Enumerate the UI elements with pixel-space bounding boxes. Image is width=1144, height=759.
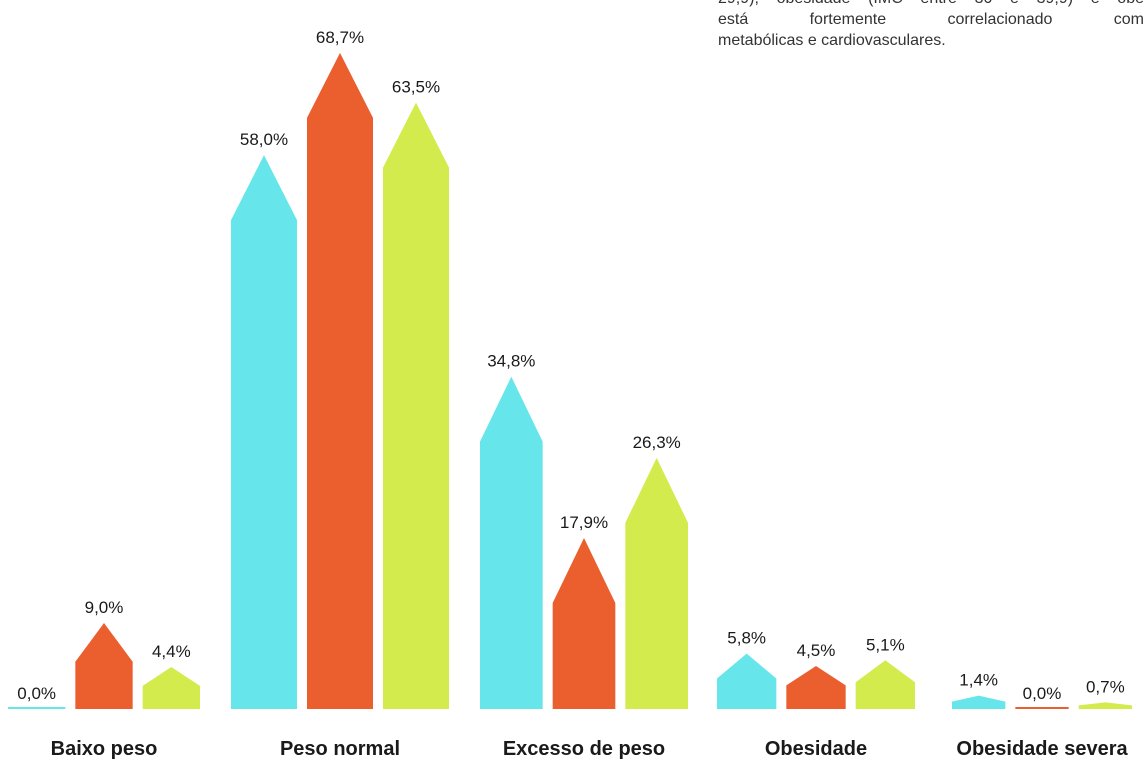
bar-group: 58,0% 68,7% 63,5% Peso normal	[231, 28, 449, 759]
explanatory-text-line: 29,9), obesidade (IMC entre 30 e 39,9) e…	[718, 0, 1144, 9]
bar	[625, 457, 688, 709]
bar	[231, 155, 297, 710]
data-label: 9,0%	[85, 598, 124, 617]
explanatory-text-line: está fortemente correlacionado com	[718, 11, 1144, 28]
bar	[383, 102, 449, 709]
data-label: 4,4%	[152, 642, 191, 661]
bar-group: 34,8% 17,9% 26,3% Excesso de peso	[480, 352, 688, 759]
data-label: 5,8%	[727, 629, 766, 648]
data-label: 17,9%	[560, 513, 608, 532]
bar	[786, 666, 846, 709]
category-label: Peso normal	[280, 738, 400, 759]
bar	[552, 538, 616, 709]
data-label: 0,0%	[1023, 684, 1062, 703]
data-label: 63,5%	[392, 78, 440, 97]
bar	[717, 653, 777, 709]
data-label: 58,0%	[240, 130, 288, 149]
data-label: 34,8%	[487, 352, 535, 371]
data-label: 0,7%	[1086, 677, 1125, 696]
bar	[855, 660, 915, 709]
bar-group: 0,0% 9,0% 4,4% Baixo peso	[8, 598, 200, 759]
category-label: Excesso de peso	[503, 738, 665, 759]
category-label: Obesidade severa	[956, 738, 1128, 759]
bar	[307, 52, 373, 710]
data-label: 5,1%	[866, 635, 905, 654]
bar	[75, 623, 133, 709]
data-label: 0,0%	[17, 684, 56, 703]
bar	[1078, 702, 1132, 709]
bar-group: 1,4% 0,0% 0,7% Obesidade severa	[952, 671, 1132, 759]
bar	[1015, 707, 1069, 709]
data-label: 26,3%	[633, 433, 681, 452]
data-label: 68,7%	[316, 28, 364, 47]
category-label: Obesidade	[765, 738, 867, 759]
explanatory-text-line: metabólicas e cardiovasculares.	[718, 32, 946, 49]
bar	[142, 666, 200, 709]
data-label: 4,5%	[797, 641, 836, 660]
bar-group: 5,8% 4,5% 5,1% Obesidade	[717, 629, 915, 759]
bar	[8, 707, 66, 709]
data-label: 1,4%	[959, 671, 998, 690]
category-label: Baixo peso	[51, 738, 158, 759]
bar	[952, 695, 1006, 709]
explanatory-text: 29,9), obesidade (IMC entre 30 e 39,9) e…	[718, 0, 1144, 51]
bar	[480, 376, 543, 709]
